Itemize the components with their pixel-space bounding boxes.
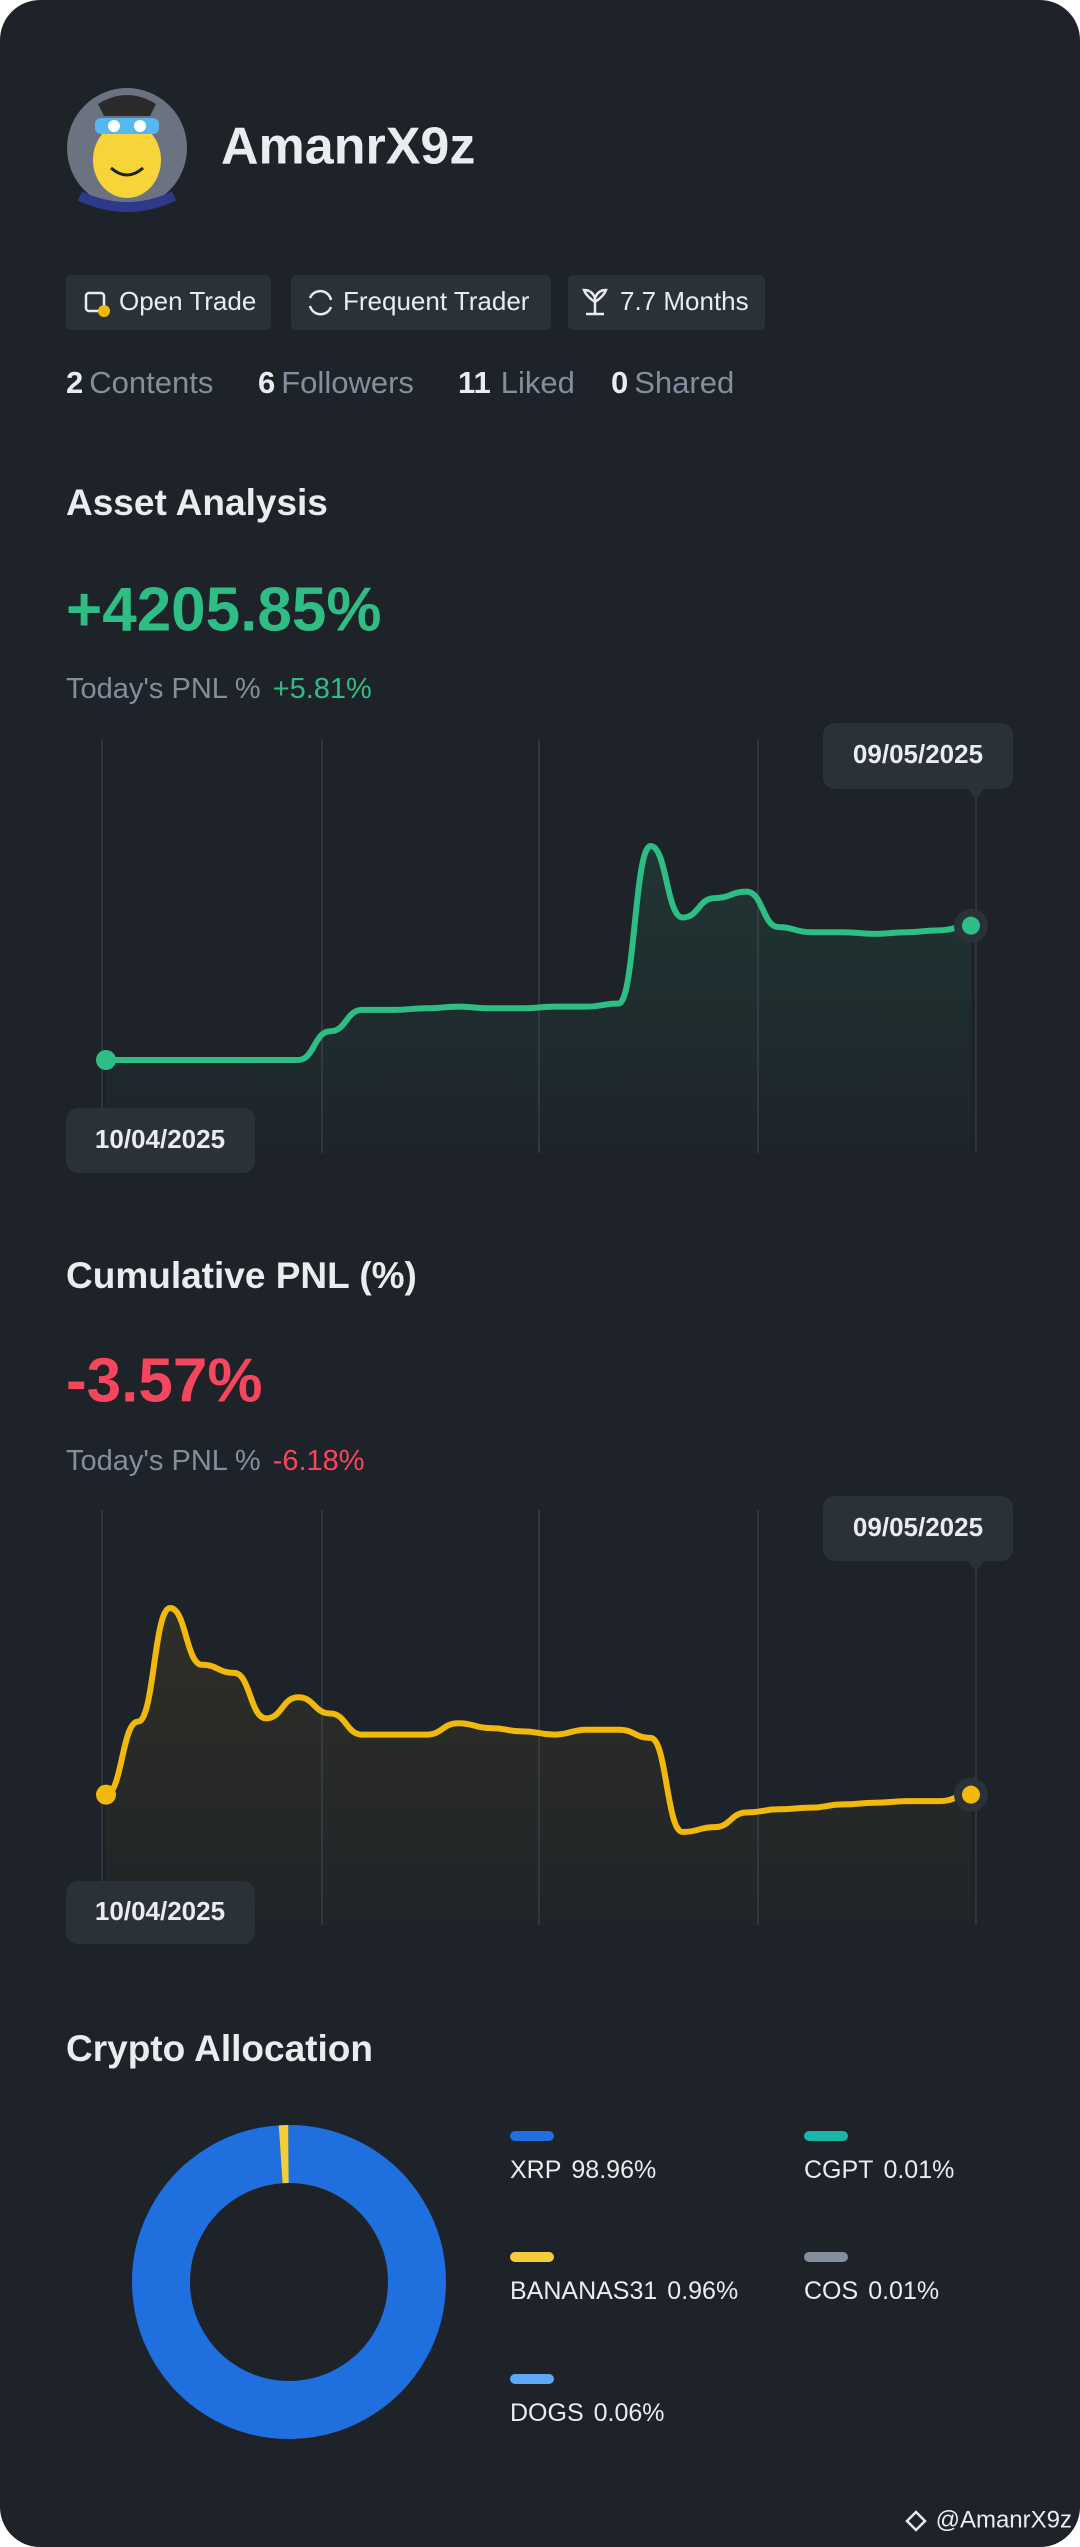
stat-label: Contents (89, 365, 213, 400)
today-pnl: Today's PNL % +5.81% (66, 673, 372, 705)
end-point (962, 916, 980, 935)
username: AmanrX9z (221, 118, 475, 176)
tag-label: Open Trade (119, 286, 256, 316)
legend-swatch (510, 2374, 554, 2384)
line-area (106, 1608, 971, 1925)
legend-name: XRP (510, 2156, 561, 2184)
stat: 2 Contents (66, 365, 213, 400)
start-point (96, 1050, 116, 1070)
legend-value: 98.96% (571, 2156, 656, 2184)
tags: Open Trade Frequent Trader 7.7 Months (66, 275, 765, 330)
start-date: 10/04/2025 (95, 1896, 225, 1926)
legend-swatch (804, 2131, 848, 2141)
line-area (106, 846, 971, 1153)
start-date-tooltip: 10/04/2025 (66, 1881, 255, 1944)
stat: 11 Liked (458, 365, 575, 400)
stat-count: 0 (611, 365, 628, 400)
legend-entry: COS 0.01% (804, 2277, 939, 2305)
tag-icon (308, 289, 333, 316)
line (103, 843, 974, 1063)
legend-entry: DOGS 0.06% (510, 2399, 665, 2427)
end-date: 09/05/2025 (853, 1512, 983, 1542)
legend-swatch (804, 2252, 848, 2262)
tag-icon (98, 305, 110, 317)
stats: 2 Contents 6 Followers 11 Liked 0 Shared (66, 365, 734, 400)
stat: 6 Followers (258, 365, 414, 400)
tag-icon (582, 288, 608, 316)
tag-box (568, 275, 765, 330)
donut-slice (132, 2125, 446, 2439)
stat-label: Followers (281, 365, 414, 400)
today-pnl-label: Today's PNL % (66, 673, 261, 705)
today-pnl-value: +5.81% (273, 673, 372, 705)
watermark: @AmanrX9z (936, 2506, 1072, 2533)
stat-count: 6 (258, 365, 275, 400)
legend-value: 0.96% (667, 2277, 738, 2305)
legend-name: DOGS (510, 2399, 584, 2427)
end-date-tooltip: 09/05/2025 (823, 1496, 1013, 1572)
end-date: 09/05/2025 (853, 739, 983, 769)
pnl-chart (96, 1510, 988, 1925)
stat: 0 Shared (611, 365, 734, 400)
tag-label: Frequent Trader (343, 286, 530, 316)
stat-label: Liked (501, 365, 575, 400)
stat-label: Shared (634, 365, 734, 400)
allocation-chart: XRP 98.96% BANANAS31 0.96% DOGS 0.06% CGPT 0.01… (132, 2124, 954, 2439)
legend-entry: XRP 98.96% (510, 2156, 656, 2184)
tag-label: 7.7 Months (620, 286, 749, 316)
line (103, 1605, 974, 1835)
today-pnl-value: -6.18% (273, 1445, 365, 1477)
today-pnl-label: Today's PNL % (66, 1445, 261, 1477)
legend-value: 0.01% (883, 2156, 954, 2184)
legend-name: BANANAS31 (510, 2277, 657, 2305)
end-point (962, 1785, 980, 1804)
start-date-tooltip: 10/04/2025 (66, 1108, 255, 1173)
pnl-value: -3.57% (66, 1346, 262, 1415)
avatar (67, 88, 187, 212)
start-date: 10/04/2025 (95, 1124, 225, 1154)
watermark-logo (905, 2510, 927, 2532)
legend-entry: CGPT 0.01% (804, 2156, 954, 2184)
section-title: Asset Analysis (66, 482, 328, 523)
pnl-chart (96, 739, 988, 1153)
stat-count: 11 (458, 365, 491, 400)
tag-box (291, 275, 551, 330)
stat-count: 2 (66, 365, 83, 400)
section-title: Crypto Allocation (66, 2028, 373, 2069)
legend-name: COS (804, 2277, 858, 2305)
legend-swatch (510, 2252, 554, 2262)
legend-value: 0.01% (868, 2277, 939, 2305)
legend-swatch (510, 2131, 554, 2141)
tag-icon (84, 291, 106, 313)
tag-box (66, 275, 271, 330)
section-title: Cumulative PNL (%) (66, 1255, 417, 1296)
start-point (96, 1784, 116, 1805)
legend-entry: BANANAS31 0.96% (510, 2277, 738, 2305)
today-pnl: Today's PNL % -6.18% (66, 1445, 365, 1477)
legend-value: 0.06% (594, 2399, 665, 2427)
legend-name: CGPT (804, 2156, 873, 2184)
pnl-value: +4205.85% (66, 575, 381, 644)
end-date-tooltip: 09/05/2025 (823, 723, 1013, 800)
